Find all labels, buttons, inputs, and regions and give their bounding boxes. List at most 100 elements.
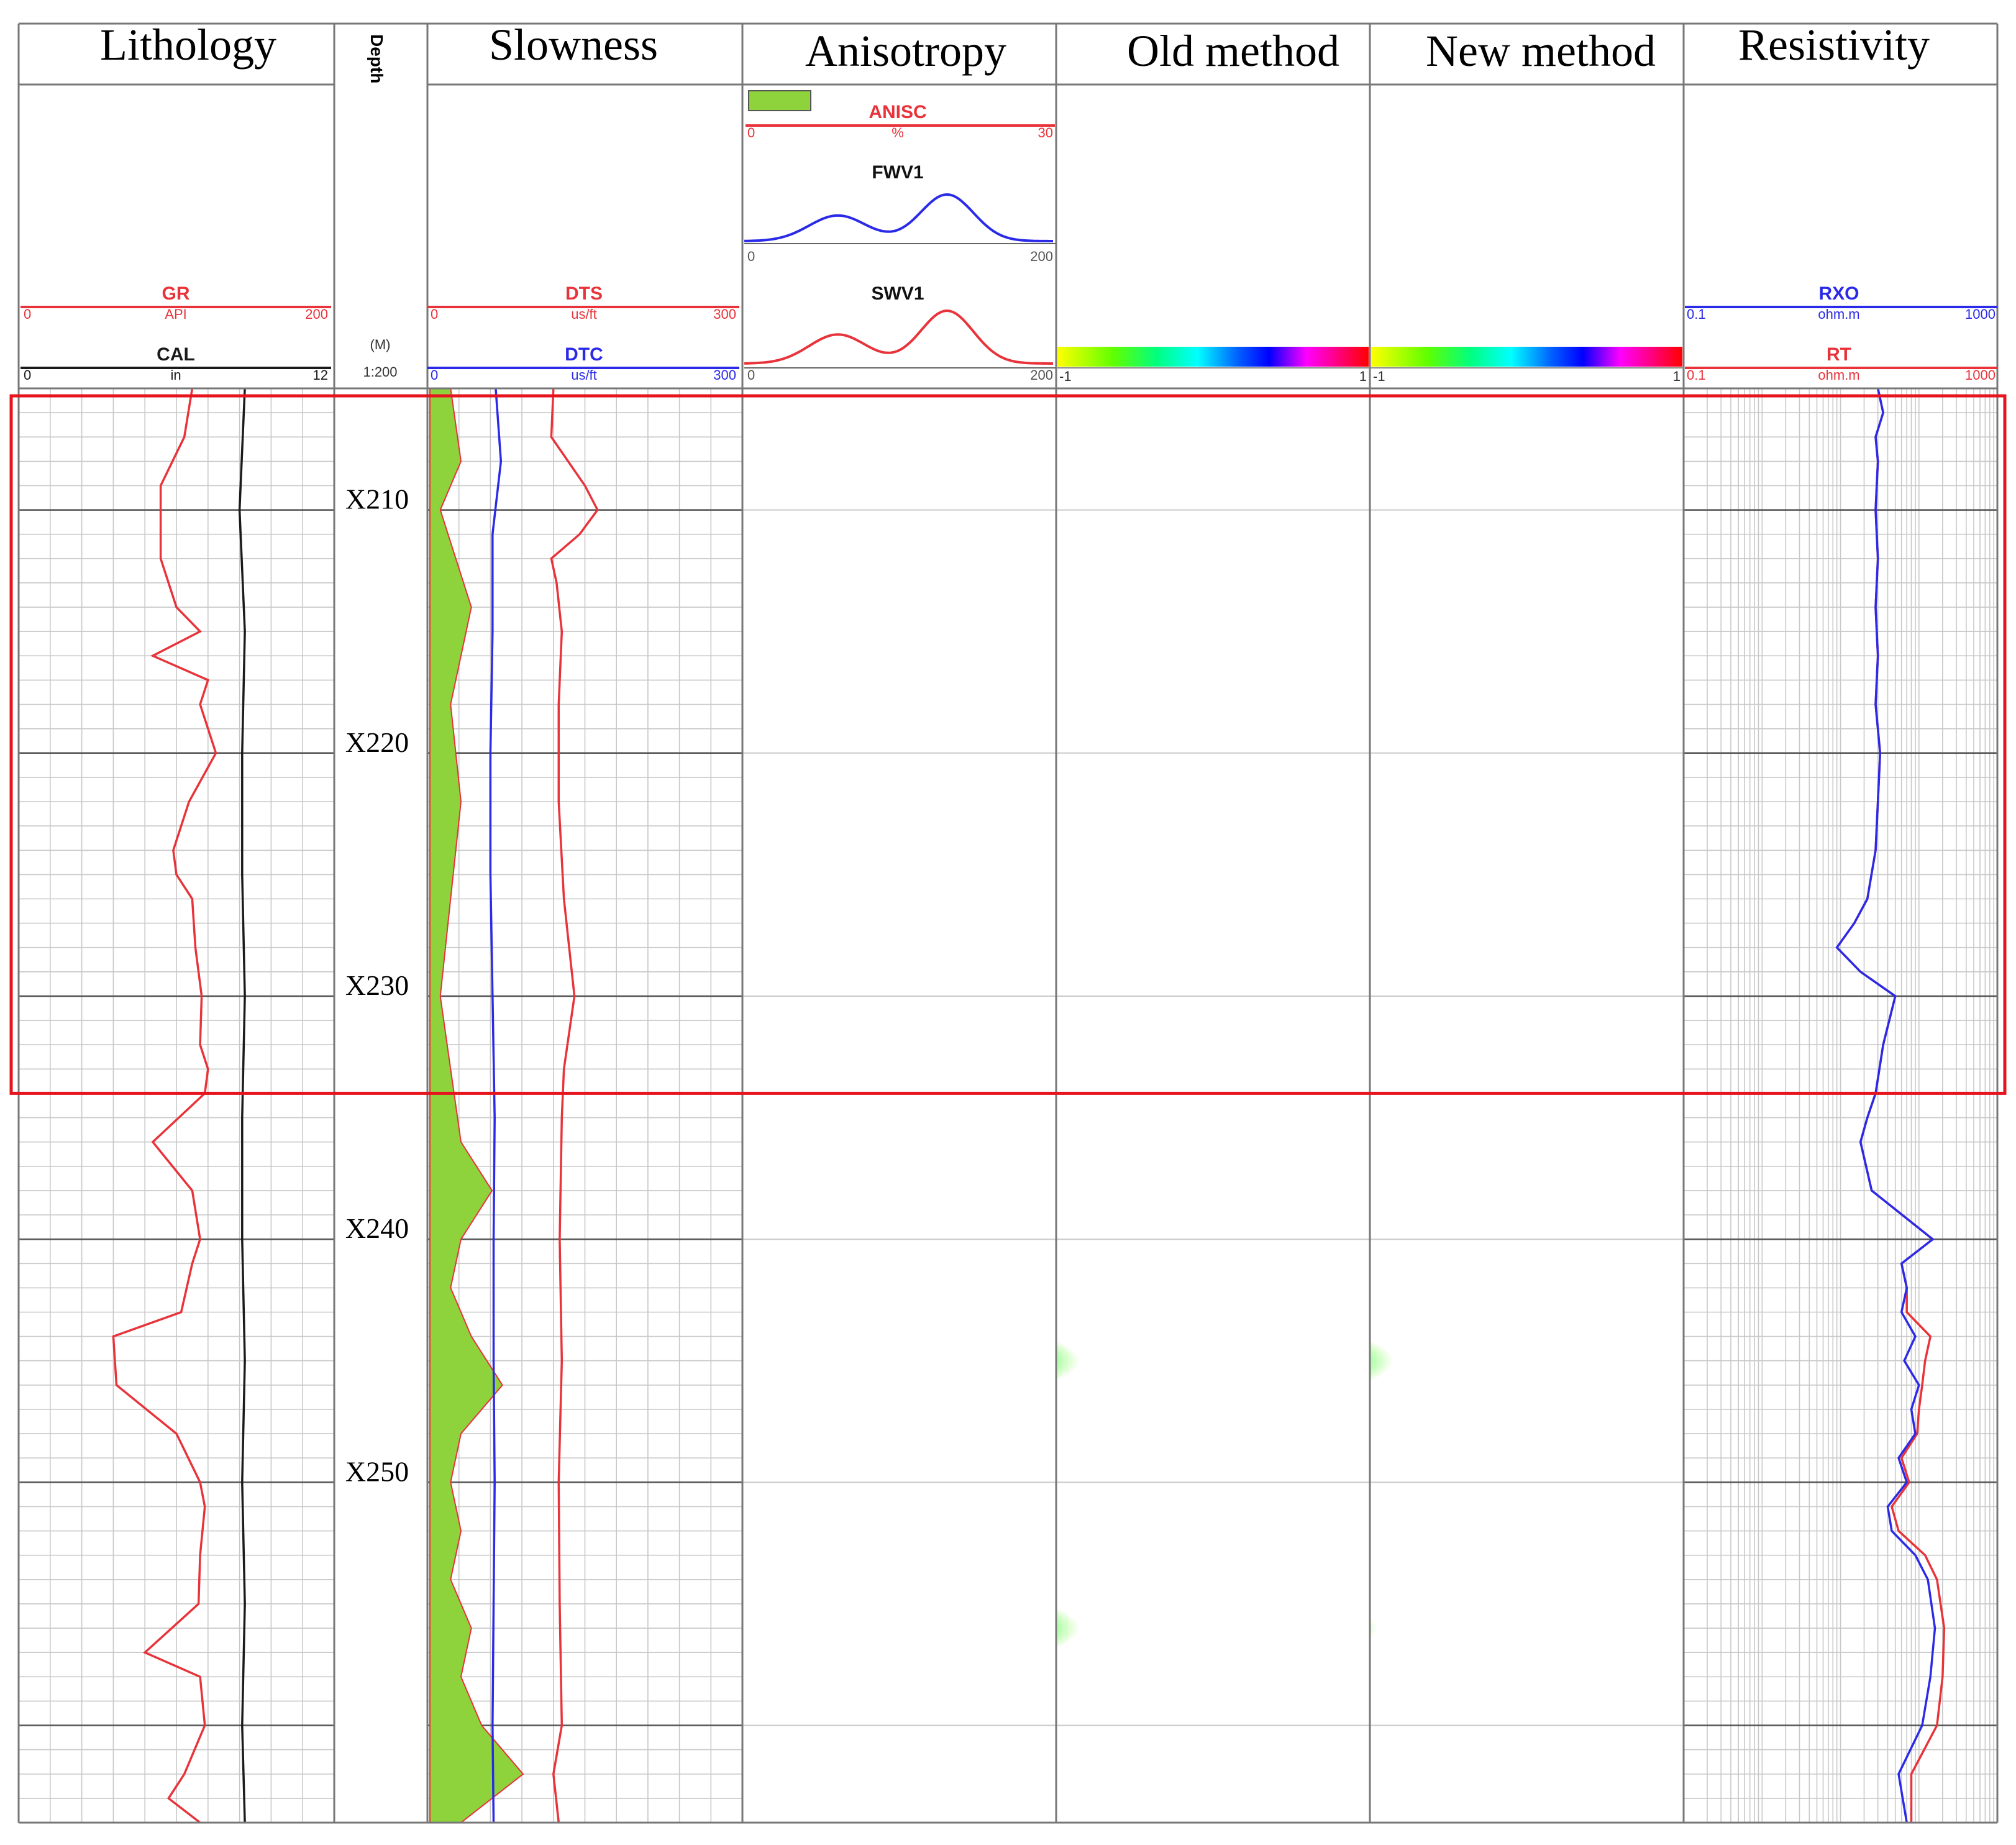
- dts-min: 0: [431, 306, 438, 322]
- fwv1-trace: [434, 675, 741, 716]
- anisc-fill-swatch: [748, 90, 811, 111]
- anisotropy-images: [792, 388, 1393, 1823]
- old-method-scale-min: -1: [1059, 369, 1072, 384]
- fwv1-trace: [434, 998, 741, 1027]
- swv1-trace: [434, 446, 741, 480]
- swv1-trace: [434, 871, 741, 899]
- fwv1-trace: [434, 1077, 741, 1117]
- fwv1-trace: [434, 1421, 741, 1448]
- anisotropy-anomaly: [1170, 765, 1256, 790]
- green-haze: [1056, 1482, 1370, 1677]
- cal-curve: [238, 388, 246, 1823]
- image-track: [792, 442, 1080, 1649]
- fwv1-trace: [434, 1225, 741, 1264]
- swv1-trace: [434, 1478, 741, 1518]
- grid-lines: [427, 388, 742, 1823]
- swv1-trace: [434, 572, 741, 608]
- rt-unit: ohm.m: [1818, 367, 1859, 383]
- swv1-trace: [434, 1458, 741, 1496]
- fwv1-trace: [434, 1568, 741, 1598]
- swv1-trace: [434, 930, 741, 968]
- fwv1-trace: [434, 1057, 741, 1094]
- fwv1-trace: [434, 1652, 741, 1683]
- fwv1-trace: [434, 824, 741, 863]
- swv1-trace: [434, 422, 741, 462]
- fwv1-trace: [434, 1039, 741, 1070]
- anisotropy-anomaly: [1162, 1504, 1264, 1533]
- swv1-trace: [434, 1675, 741, 1702]
- rxo-curve-name: RXO: [1818, 283, 1859, 304]
- swv1-trace: [434, 998, 741, 1027]
- dtc-curve: [489, 388, 503, 1823]
- fwv1-trace: [434, 1458, 741, 1496]
- cal-unit: in: [170, 367, 181, 383]
- swv1-trace: [434, 1124, 741, 1154]
- fwv1-trace: [434, 1250, 741, 1283]
- swv1-max: 200: [1030, 367, 1053, 383]
- fwv1-trace: [434, 745, 741, 772]
- swv1-trace: [434, 1250, 741, 1283]
- cal-min: 0: [24, 367, 31, 383]
- fwv1-trace: [434, 848, 741, 881]
- rxo-curve: [1835, 388, 1936, 1823]
- fwv1-trace: [434, 1627, 741, 1665]
- swv1-trace: [434, 1225, 741, 1265]
- fwv1-curve-name: FWV1: [872, 162, 923, 183]
- new-method-scale-max: 1: [1673, 369, 1681, 384]
- fwv1-trace: [434, 1273, 741, 1301]
- fwv1-sample-wave: [744, 193, 1053, 242]
- image-background: [1056, 388, 1370, 1823]
- dts-curve-name: DTS: [565, 283, 603, 304]
- fwv1-trace: [434, 639, 741, 669]
- green-haze: [1056, 1166, 1370, 1288]
- major-depth-lines-images: [742, 509, 1684, 1726]
- depth-tick-labels: X210 X220 X230 X240 X250: [345, 483, 409, 1488]
- rxo-min: 0.1: [1687, 306, 1706, 322]
- swv1-trace: [434, 1605, 741, 1646]
- anisc-curve-name: ANISC: [869, 102, 926, 122]
- major-depth-lines: [1684, 509, 1997, 1726]
- cal-curve-name: CAL: [157, 344, 195, 365]
- swv1-trace: [434, 510, 741, 543]
- track-title-resistivity: Resistivity: [1738, 20, 1930, 70]
- depth-tick-label: X230: [345, 969, 409, 1001]
- swv1-trace: [434, 675, 741, 715]
- track-borders: [17, 22, 1999, 1824]
- swv1-trace: [434, 974, 741, 1009]
- swv1-trace: [434, 470, 741, 498]
- swv1-trace: [434, 492, 741, 519]
- anisc-unit: %: [892, 125, 904, 140]
- grid-lines: [19, 388, 334, 1823]
- depth-scale: 1:200: [363, 364, 397, 380]
- fwv1-trace: [434, 1312, 741, 1346]
- fwv1-trace: [434, 401, 741, 441]
- swv1-trace: [434, 802, 741, 842]
- fwv1-trace: [434, 1440, 741, 1472]
- dtc-max: 300: [713, 367, 736, 383]
- rxo-max: 1000: [1965, 306, 1995, 322]
- depth-tick-label: X250: [345, 1455, 409, 1487]
- swv1-trace: [434, 597, 741, 626]
- fwv1-trace: [434, 510, 741, 542]
- fwv1-trace: [434, 1294, 741, 1322]
- track-title-old-method: Old method: [1127, 26, 1339, 76]
- anisotropy-anomaly: [1370, 1340, 1393, 1381]
- swv1-trace: [434, 1077, 741, 1117]
- swv1-trace: [434, 1020, 741, 1047]
- fwv1-trace: [434, 766, 741, 794]
- rt-curve: [1835, 388, 1946, 1823]
- gr-curve: [112, 388, 217, 1824]
- new-method-scale-min: -1: [1373, 369, 1385, 384]
- rxo-unit: ohm.m: [1818, 306, 1859, 322]
- fwv1-trace: [434, 1526, 741, 1555]
- anisotropy-anomaly: [824, 442, 975, 481]
- anisotropy-anomaly: [1175, 450, 1251, 473]
- track-grids: [19, 388, 1997, 1823]
- track-title-anisotropy: Anisotropy: [805, 26, 1006, 76]
- gr-max: 200: [305, 306, 328, 322]
- fwv1-trace: [434, 722, 741, 754]
- anisc-fill-area: [429, 388, 524, 1823]
- anisotropy-anomaly: [792, 1493, 1007, 1545]
- dts-max: 300: [713, 306, 736, 322]
- fwv1-trace: [434, 572, 741, 608]
